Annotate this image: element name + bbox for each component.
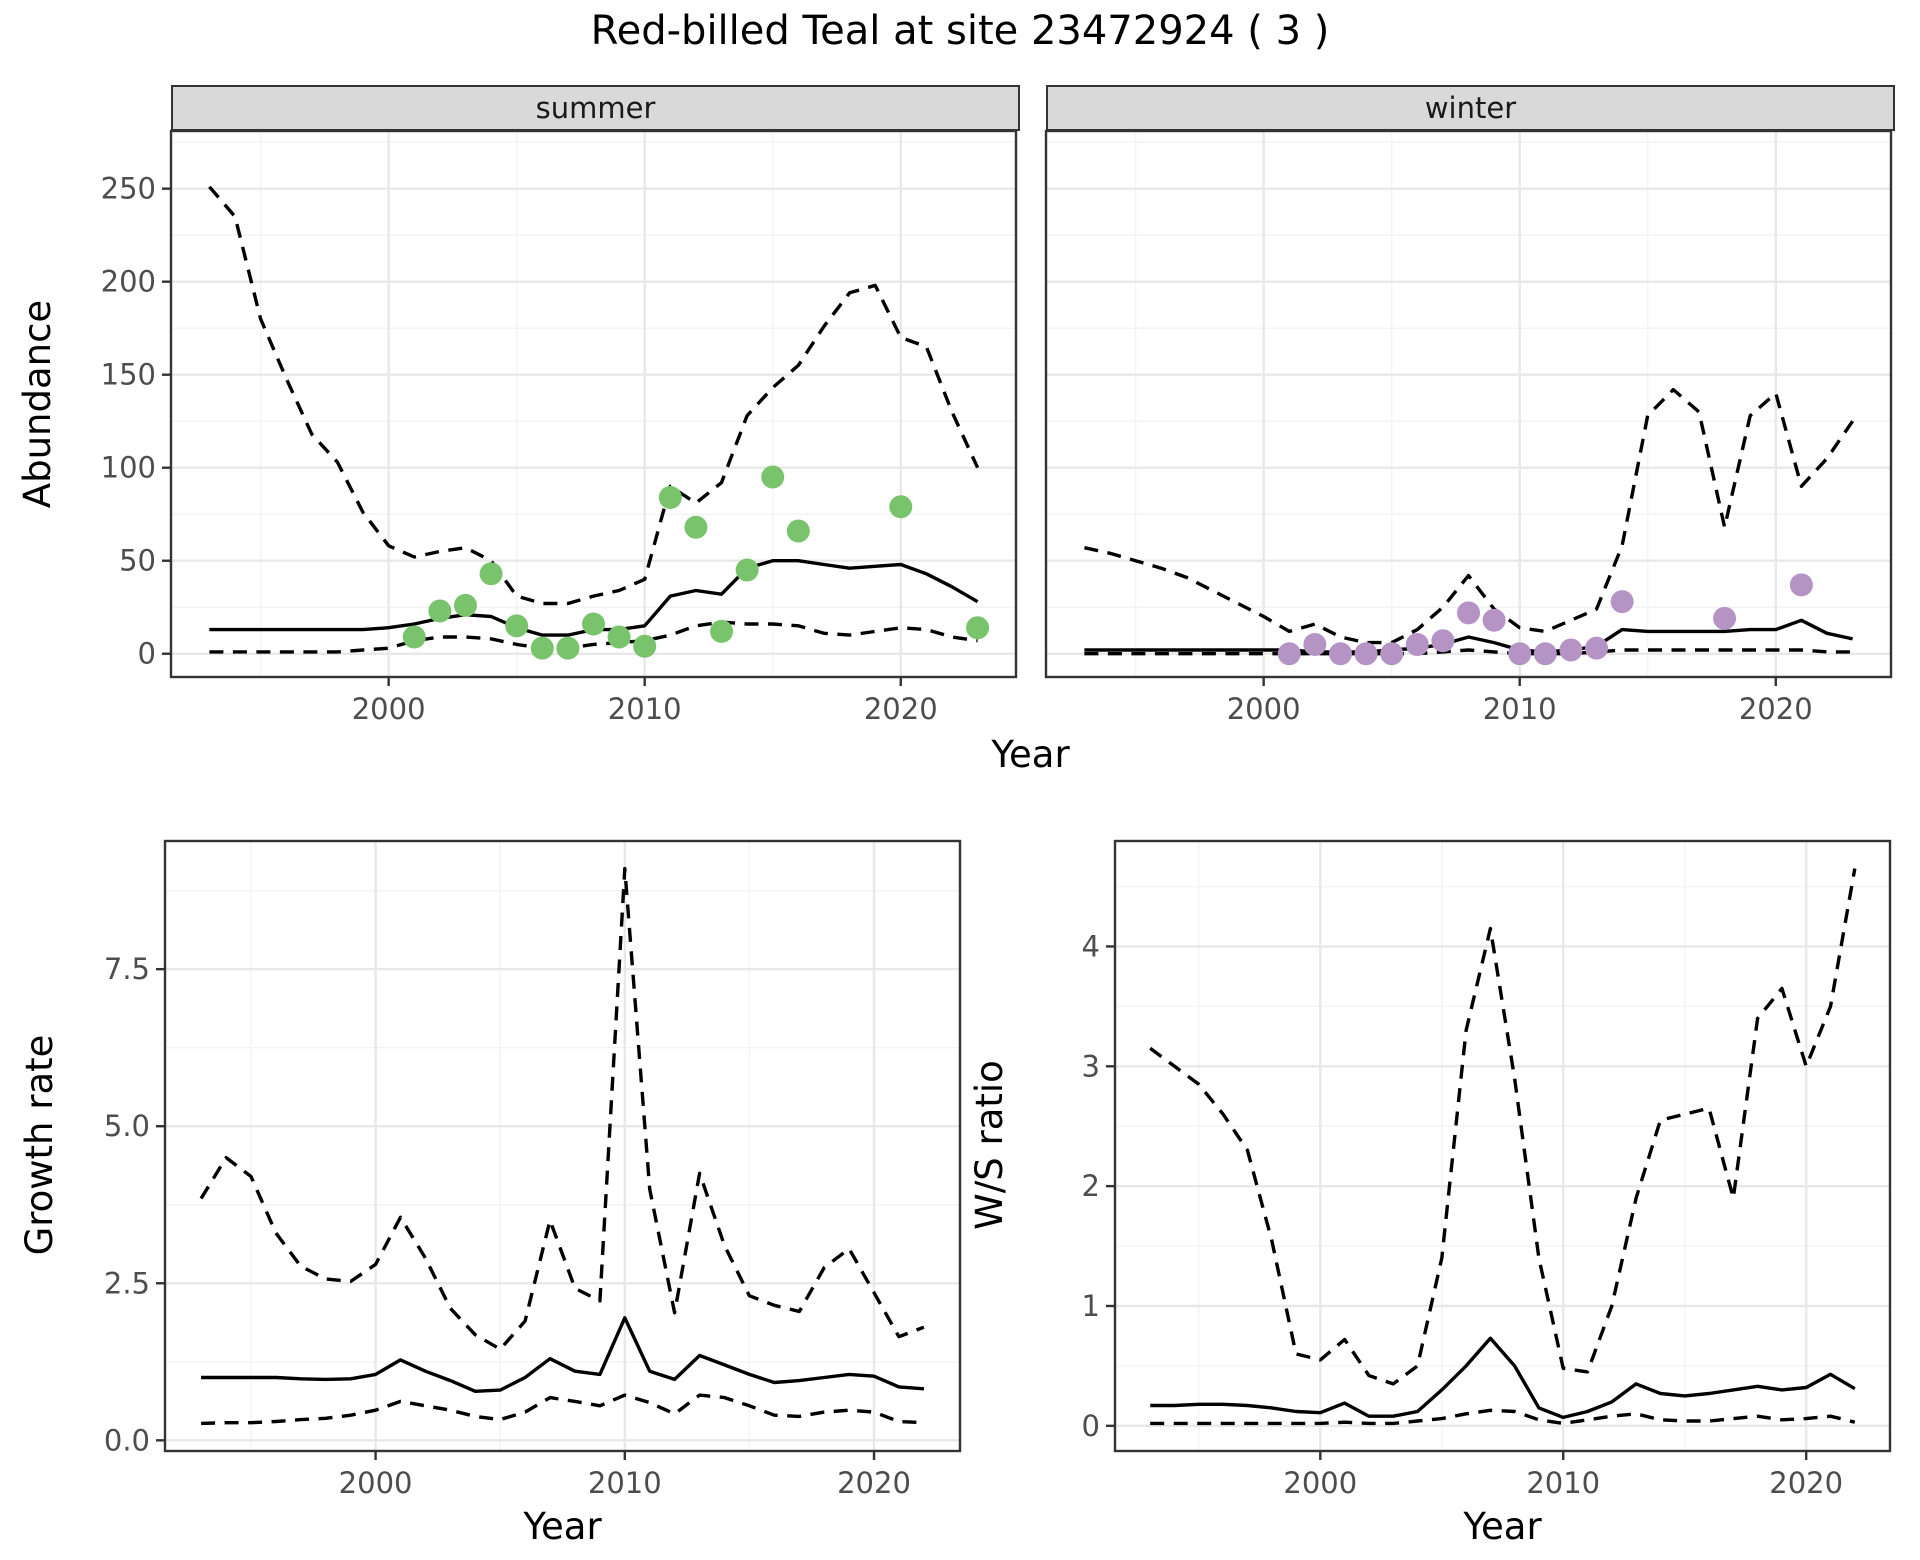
data-point <box>1277 642 1301 666</box>
observed-counts-summer <box>402 465 990 660</box>
data-point <box>1585 636 1609 660</box>
series-upper_95ci <box>1084 387 1855 645</box>
y-tick-label: 150 <box>101 358 156 392</box>
data-point <box>1533 642 1557 666</box>
data-point <box>582 612 605 636</box>
y-tick-label: 0.0 <box>104 1423 150 1457</box>
y-axis-title-growth-rate: Growth rate <box>18 1034 61 1256</box>
series-lower_95ci <box>209 620 978 654</box>
y-tick-label: 1 <box>1082 1289 1100 1323</box>
x-tick-label: 2000 <box>339 1466 413 1500</box>
data-point <box>889 495 913 519</box>
data-point <box>966 616 990 640</box>
data-point <box>735 558 759 582</box>
y-axis-title-abundance: Abundance <box>16 299 59 509</box>
x-tick-label: 2010 <box>1483 692 1557 726</box>
data-point <box>1380 642 1404 666</box>
data-point <box>1713 606 1737 630</box>
data-point <box>1354 642 1378 666</box>
series-upper_95ci <box>208 185 980 606</box>
data-point <box>1431 629 1455 653</box>
x-tick-label: 2010 <box>608 692 682 726</box>
facet-strip-winter: winter <box>1046 85 1895 131</box>
y-tick-label: 4 <box>1082 929 1100 963</box>
plot-title: Red-billed Teal at site 23472924 ( 3 ) <box>590 8 1330 54</box>
series-upper_95ci <box>1149 868 1857 1386</box>
y-tick-label: 200 <box>101 265 156 299</box>
x-tick-label: 2000 <box>1227 692 1301 726</box>
data-point <box>1508 642 1532 666</box>
panel-abundance-summer: 2000 2010 2020 0 50 100 150 200 250 <box>101 129 1018 726</box>
data-point <box>1789 573 1813 597</box>
x-tick-label: 2000 <box>352 692 426 726</box>
data-point <box>479 562 503 586</box>
y-tick-label: 100 <box>101 451 156 485</box>
y-tick-label: 5.0 <box>104 1109 150 1143</box>
facet-strip-summer-label: summer <box>535 91 656 125</box>
y-tick-label: 3 <box>1082 1049 1100 1083</box>
data-point <box>1328 642 1352 666</box>
data-point <box>1559 638 1583 662</box>
data-point <box>633 634 657 658</box>
y-tick-label: 0 <box>138 637 156 671</box>
panel-growth-rate: 2000 2010 2020 0.0 2.5 5.0 7.5 <box>104 839 962 1500</box>
series-median_estimate <box>1084 618 1853 654</box>
y-tick-label: 0 <box>1082 1409 1100 1443</box>
x-axis-title-year-top: Year <box>991 733 1070 776</box>
series-median_estimate <box>1150 1336 1856 1420</box>
data-point <box>428 599 452 623</box>
panel-ws-ratio: 2000 2010 2020 0 1 2 3 4 <box>1082 839 1892 1500</box>
facet-strip-winter-label: winter <box>1424 91 1517 125</box>
y-tick-label: 7.5 <box>104 952 150 986</box>
data-point <box>761 465 785 489</box>
data-point <box>786 519 810 543</box>
x-tick-label: 2020 <box>1769 1466 1843 1500</box>
x-tick-label: 2020 <box>864 692 938 726</box>
observed-counts-winter <box>1277 573 1813 666</box>
y-tick-label: 2.5 <box>104 1266 150 1300</box>
y-tick-label: 250 <box>101 172 156 206</box>
x-tick-label: 2020 <box>837 1466 911 1500</box>
data-point <box>684 515 708 539</box>
series-lower_95ci <box>1084 648 1853 656</box>
panel-abundance-winter: 2000 2010 2020 <box>1044 129 1893 726</box>
data-point <box>453 593 477 617</box>
data-point <box>710 619 734 643</box>
x-tick-label: 2010 <box>588 1466 662 1500</box>
x-tick-label: 2010 <box>1526 1466 1600 1500</box>
x-tick-label: 2000 <box>1283 1466 1357 1500</box>
data-point <box>530 636 554 660</box>
facet-strip-summer: summer <box>171 85 1020 131</box>
x-axis-title-year-ws: Year <box>1463 1505 1542 1548</box>
data-point <box>607 625 631 649</box>
series-upper_95ci <box>199 866 925 1351</box>
data-point <box>1405 632 1429 656</box>
data-point <box>1303 632 1327 656</box>
y-tick-label: 50 <box>119 544 156 578</box>
series-median_estimate <box>201 1316 925 1393</box>
data-point <box>1610 590 1634 614</box>
series-lower_95ci <box>1150 1408 1856 1426</box>
data-point <box>1457 601 1480 625</box>
data-point <box>505 614 529 638</box>
x-axis-title-year-growth: Year <box>523 1505 602 1548</box>
data-point <box>402 625 426 649</box>
data-point <box>658 485 682 509</box>
x-tick-label: 2020 <box>1739 692 1813 726</box>
data-point <box>556 636 580 660</box>
y-tick-label: 2 <box>1082 1169 1100 1203</box>
series-lower_95ci <box>201 1393 924 1426</box>
data-point <box>1482 608 1506 632</box>
